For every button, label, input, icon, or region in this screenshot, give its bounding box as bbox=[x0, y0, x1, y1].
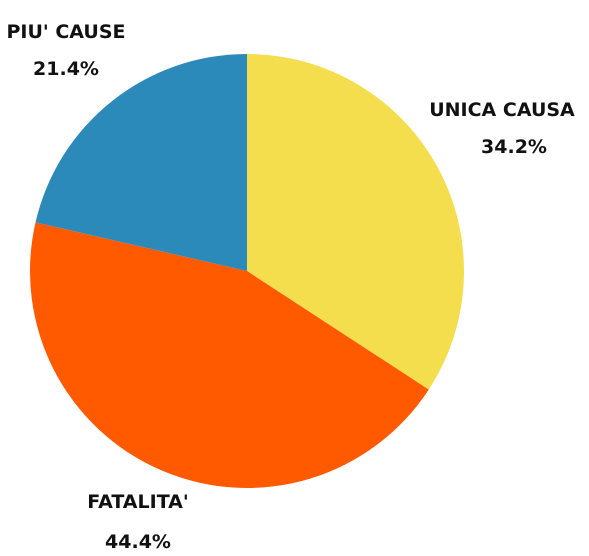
slice-label-unica-causa: UNICA CAUSA 34.2% bbox=[429, 99, 575, 158]
slice-name-unica-causa: UNICA CAUSA bbox=[429, 99, 575, 121]
pie-slice-unica-causa bbox=[247, 54, 464, 390]
slice-label-fatalita: FATALITA' 44.4% bbox=[87, 491, 188, 553]
pie-slices bbox=[30, 54, 464, 488]
slice-name-fatalita: FATALITA' bbox=[87, 491, 188, 513]
slice-value-unica-causa: 34.2% bbox=[481, 136, 547, 158]
pie-slice-piu-cause bbox=[35, 54, 247, 271]
slice-value-fatalita: 44.4% bbox=[105, 531, 171, 553]
slice-value-piu-cause: 21.4% bbox=[33, 58, 99, 80]
slice-name-piu-cause: PIU' CAUSE bbox=[6, 21, 125, 43]
pie-slice-fatalita bbox=[30, 222, 429, 488]
slice-label-piu-cause: PIU' CAUSE 21.4% bbox=[6, 21, 125, 80]
